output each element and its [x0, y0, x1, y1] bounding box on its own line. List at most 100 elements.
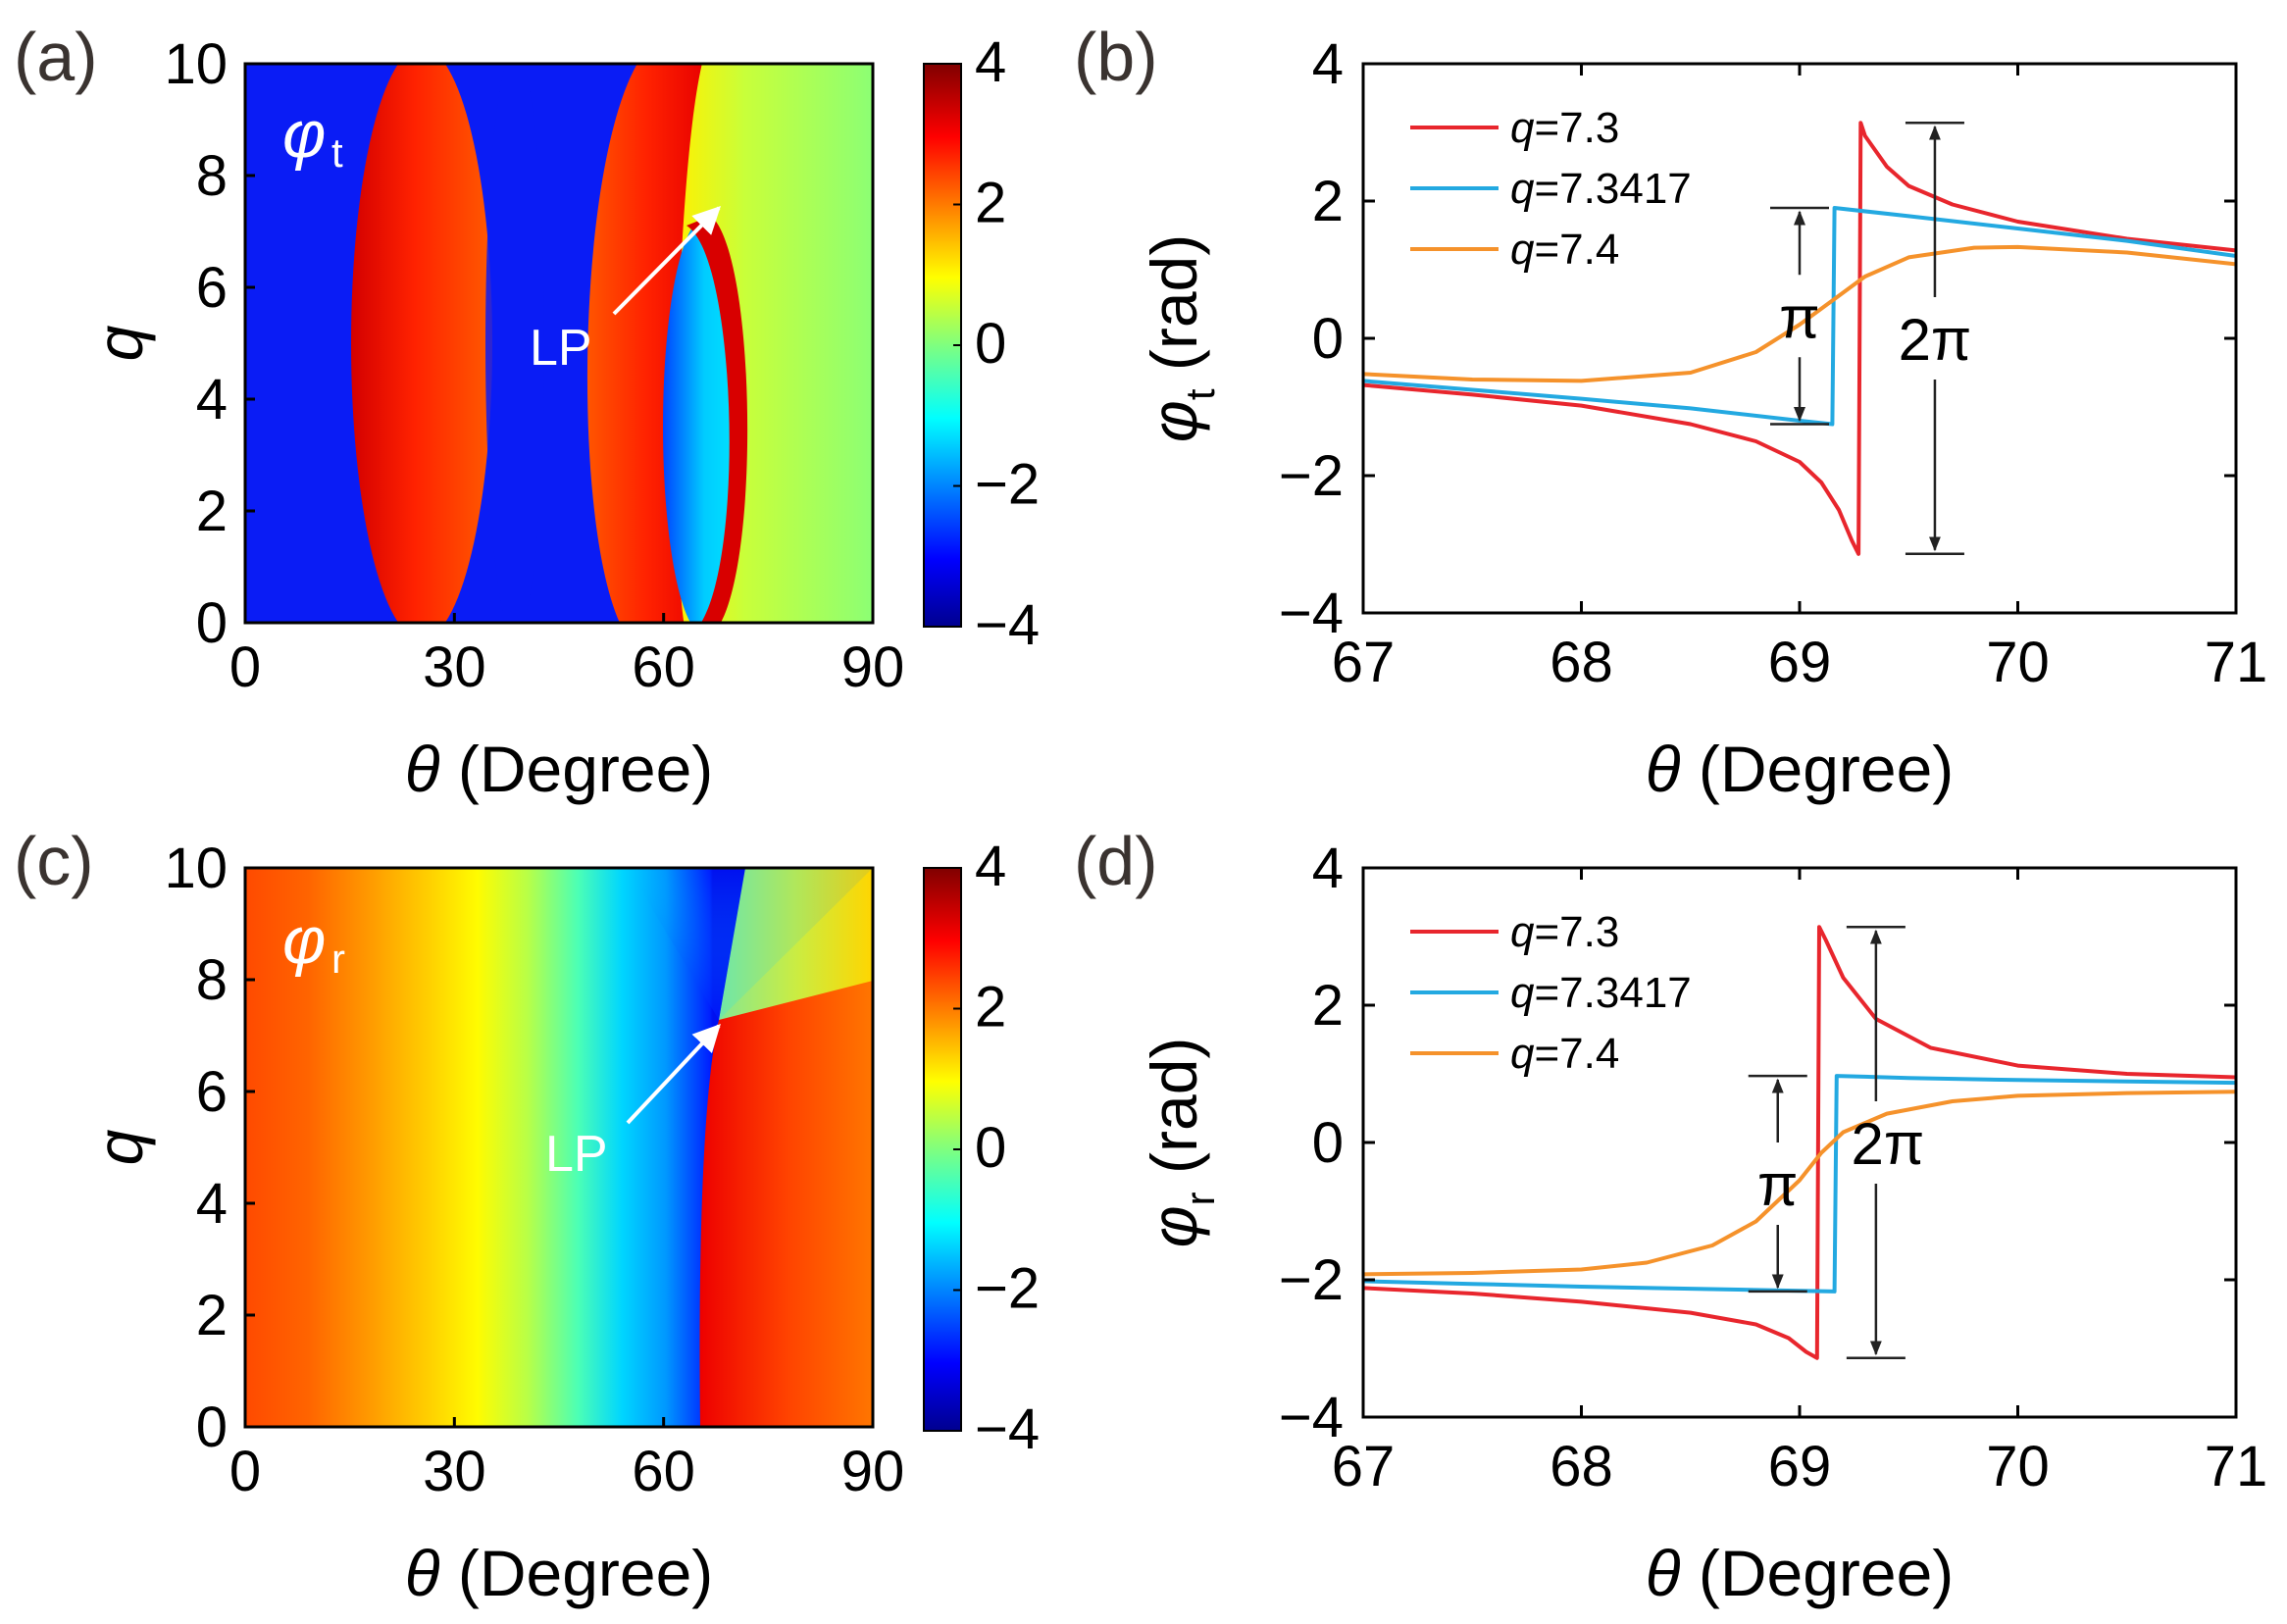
colorbar-tick-label-a: −4	[975, 593, 1040, 657]
lp-label-a: LP	[530, 320, 592, 377]
colorbar-a-ticks: 4 2 0 −2 −4	[953, 30, 1040, 657]
x-tick-label-c: 30	[423, 1440, 486, 1503]
panel-a: (a) φ t LP 0 30 60 90 0 2 4 6 8 10 4 2 0 −2 −4 q θ (D…	[14, 19, 1040, 805]
annotation-d-0: π	[1748, 1074, 1807, 1294]
y-tick-label-c: 0	[196, 1396, 228, 1459]
y-tick-label-b: 0	[1312, 307, 1344, 371]
x-tick-label-a: 60	[632, 635, 695, 699]
colorbar-tick-label-c: −2	[975, 1257, 1040, 1321]
panel-c: (c) φ r LP 0 30 60 90 0 2 4 6 8 10 4 2 0 −2 −4 q θ (D…	[14, 823, 1040, 1609]
x-axis-symbol-a: θ	[405, 733, 440, 805]
x-tick-label-d: 71	[2205, 1435, 2268, 1498]
annotation-label: 2π	[1899, 307, 1972, 373]
y-tick-label-a: 6	[196, 256, 228, 320]
x-tick-label-d: 69	[1768, 1435, 1832, 1498]
y-tick-label-c: 2	[196, 1284, 228, 1347]
x-tick-label-b: 69	[1768, 631, 1832, 694]
series-line-b-1	[1363, 206, 2236, 427]
x-axis-label-a: θ (Degree)	[405, 733, 714, 805]
x-tick-label-d: 67	[1332, 1435, 1396, 1498]
phi-t-label: φ	[282, 97, 326, 172]
y-tick-label-a: 2	[196, 480, 228, 543]
x-tick-label-c: 60	[632, 1440, 695, 1503]
svg-text:φr (rad): φr (rad)	[1138, 1038, 1223, 1248]
panel-a-label: (a)	[14, 19, 98, 95]
x-tick-label-b: 71	[2205, 631, 2268, 694]
x-axis-text-d: (Degree)	[1699, 1537, 1954, 1609]
y-tick-label-b: −2	[1279, 444, 1344, 508]
svg-text:θ (Degree): θ (Degree)	[405, 1537, 714, 1609]
y-tick-label-c: 4	[196, 1172, 228, 1236]
annotation-b-0: π	[1770, 206, 1829, 426]
x-axis-symbol-c: θ	[405, 1537, 440, 1609]
x-tick-label-c: 90	[841, 1440, 905, 1503]
x-axis-label-b: θ (Degree)	[1646, 733, 1955, 805]
x-tick-label-b: 67	[1332, 631, 1396, 694]
phi-t-subscript: t	[331, 129, 343, 176]
y-tick-label-b: 4	[1312, 32, 1344, 96]
series-line-d-1	[1363, 1074, 2236, 1294]
series-group-b	[1363, 121, 2236, 556]
legend-d: q=7.3 q=7.3417 q=7.4	[1410, 908, 1692, 1078]
x-tick-label-a: 30	[423, 635, 486, 699]
legend-label-d-0: q=7.3	[1510, 908, 1619, 956]
series-line-d-0	[1363, 925, 2236, 1360]
x-axis-symbol-d: θ	[1646, 1537, 1681, 1609]
axes-c: 0 30 60 90 0 2 4 6 8 10	[164, 837, 904, 1503]
panel-b: (b) 67 68 69 70 71 4 2 0 −2 −4 q=7.3 q=7.3417 q=7.4 π…	[1074, 19, 2267, 805]
y-axis-subscript-b: t	[1177, 388, 1223, 400]
panel-d-label: (d)	[1074, 823, 1158, 899]
annotation-label: π	[1757, 1152, 1798, 1218]
heatmap-a	[245, 64, 873, 623]
legend-label-d-2: q=7.4	[1510, 1030, 1619, 1078]
y-tick-label-a: 4	[196, 368, 228, 431]
phi-r-subscript: r	[331, 936, 345, 982]
panel-d: (d) 67 68 69 70 71 4 2 0 −2 −4 q=7.3 q=7.3417 q=7.4 π…	[1074, 823, 2267, 1609]
x-axis-text-b: (Degree)	[1699, 733, 1954, 805]
annotation-b-1: 2π	[1899, 121, 1972, 556]
y-axis-subscript-d: r	[1177, 1192, 1223, 1205]
panel-b-label: (b)	[1074, 19, 1158, 95]
y-tick-label-c: 6	[196, 1060, 228, 1124]
x-tick-label-d: 70	[1986, 1435, 2050, 1498]
colorbar-tick-label-c: 0	[975, 1116, 1006, 1180]
y-tick-label-b: 2	[1312, 170, 1344, 233]
svg-text:θ (Degree): θ (Degree)	[1646, 1537, 1955, 1609]
heatmap-c	[245, 868, 873, 1427]
y-tick-label-d: 2	[1312, 974, 1344, 1038]
colorbar-tick-label-a: 0	[975, 312, 1006, 376]
y-tick-label-a: 10	[164, 32, 228, 96]
x-tick-label-b: 68	[1550, 631, 1613, 694]
annotation-d-1: 2π	[1846, 925, 1924, 1360]
legend-label-b-2: q=7.4	[1510, 226, 1619, 274]
x-axis-label-d: θ (Degree)	[1646, 1537, 1955, 1609]
svg-text:θ (Degree): θ (Degree)	[1646, 733, 1955, 805]
y-tick-label-d: 0	[1312, 1111, 1344, 1175]
x-tick-label-b: 70	[1986, 631, 2050, 694]
series-line-d-2	[1363, 1090, 2236, 1277]
colorbar-tick-label-c: −4	[975, 1397, 1040, 1461]
svg-text:φt (rad): φt (rad)	[1138, 234, 1223, 442]
series-line-b-0	[1363, 121, 2236, 556]
y-tick-label-d: −2	[1279, 1248, 1344, 1312]
y-tick-label-a: 0	[196, 591, 228, 655]
y-tick-label-c: 8	[196, 948, 228, 1012]
colorbar-tick-label-c: 4	[975, 835, 1006, 898]
x-tick-label-a: 0	[229, 635, 261, 699]
y-tick-label-d: 4	[1312, 837, 1344, 900]
annotation-label: π	[1779, 284, 1819, 350]
legend-label-b-1: q=7.3417	[1510, 165, 1692, 213]
lp-arrow-a	[612, 206, 721, 316]
x-tick-label-d: 68	[1550, 1435, 1613, 1498]
legend-label-d-1: q=7.3417	[1510, 969, 1692, 1017]
y-axis-text-d: (rad)	[1138, 1038, 1210, 1174]
y-axis-label-d: φr (rad)	[1138, 1038, 1223, 1248]
x-axis-label-c: θ (Degree)	[405, 1537, 714, 1609]
lp-arrow-c	[626, 1023, 721, 1125]
lp-label-c: LP	[545, 1126, 608, 1183]
legend-b: q=7.3 q=7.3417 q=7.4	[1410, 104, 1692, 274]
x-tick-label-a: 90	[841, 635, 905, 699]
plot-d: 67 68 69 70 71 4 2 0 −2 −4 q=7.3 q=7.3417 q=7.4 π 2π	[1279, 837, 2267, 1498]
y-tick-label-b: −4	[1279, 582, 1344, 645]
